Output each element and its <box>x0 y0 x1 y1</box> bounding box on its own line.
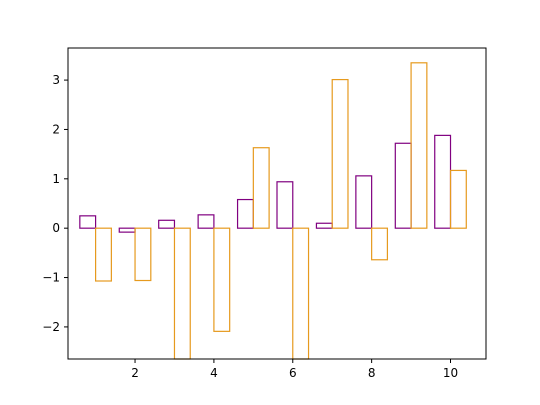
x-tick-label: 4 <box>210 366 218 380</box>
y-tick-label: 1 <box>52 172 60 186</box>
bar-series2-x5 <box>252 147 270 229</box>
bar-series1-x4 <box>197 214 215 229</box>
bar-series1-x3 <box>158 219 176 229</box>
bar-series2-x9 <box>410 62 428 229</box>
bar-series1-x8 <box>355 175 373 229</box>
plot-frame <box>67 47 487 360</box>
bar-series1-x10 <box>434 134 452 229</box>
bar-series2-x7 <box>331 78 349 229</box>
bar-series1-x6 <box>276 181 294 229</box>
bar-series1-x2 <box>118 227 136 233</box>
x-tick-label: 2 <box>131 366 139 380</box>
bar-series1-x7 <box>315 222 333 229</box>
bar-series2-x8 <box>371 227 389 261</box>
x-tick-label: 6 <box>289 366 297 380</box>
bar-series2-x4 <box>213 227 231 332</box>
y-axis: −2 −1 0 1 2 3 <box>42 73 68 334</box>
y-tick-label: −1 <box>42 271 60 285</box>
bar-series1-x5 <box>236 198 254 229</box>
bar-series2-x2 <box>134 227 152 282</box>
x-tick-label: 8 <box>368 366 376 380</box>
y-tick-label: 2 <box>52 122 60 136</box>
bar-series2-x1 <box>94 227 112 282</box>
bar-series2-x6 <box>292 227 310 360</box>
bar-series2-x3 <box>173 227 191 360</box>
bar-series1-x1 <box>79 215 97 229</box>
y-tick-label: −2 <box>42 320 60 334</box>
y-tick-label: 3 <box>52 73 60 87</box>
bar-series2-x10 <box>449 169 467 229</box>
bars-layer <box>79 62 467 360</box>
bar-series1-x9 <box>394 142 412 229</box>
y-tick-label: 0 <box>52 221 60 235</box>
x-tick-label: 10 <box>443 366 458 380</box>
x-axis: 2 4 6 8 10 <box>131 359 458 380</box>
